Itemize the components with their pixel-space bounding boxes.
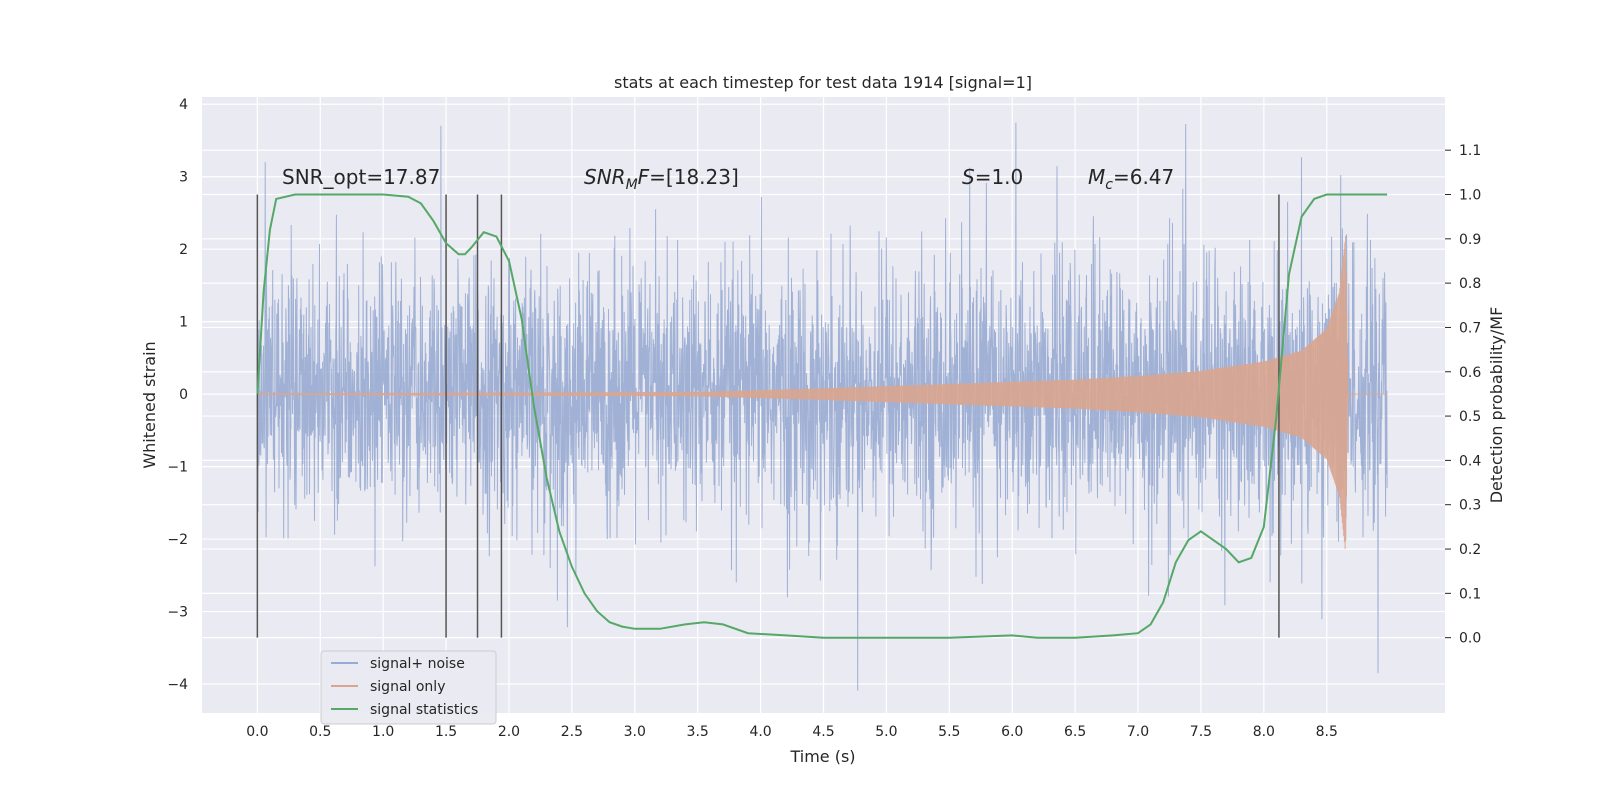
y2-tick-label: 0.1 (1459, 586, 1481, 602)
annotation-snr-mf-value: =[18.23] (649, 165, 739, 189)
y2-tick-label: 0.8 (1459, 276, 1481, 292)
x-tick-label: 5.0 (875, 724, 897, 740)
x-tick-label: 3.0 (624, 724, 646, 740)
annotation-mc-value: =6.47 (1113, 165, 1174, 189)
y-axis-label: Whitened strain (140, 341, 159, 468)
legend-box (320, 650, 497, 725)
legend: signal+ noise signal only signal statist… (320, 650, 497, 725)
annotation-snr-mf-sub: M (626, 177, 638, 193)
annotation-s: S=1.0 (962, 165, 1023, 189)
x-tick-label: 8.0 (1253, 724, 1275, 740)
x-tick-label: 7.0 (1127, 724, 1149, 740)
y-tick-label: 1 (179, 315, 188, 331)
y2-tick-label: 1.0 (1459, 187, 1481, 203)
y2-tick-label: 0.0 (1459, 631, 1481, 647)
y-tick-label: −3 (167, 605, 188, 621)
annotation-mc: Mc=6.47 (1088, 165, 1174, 193)
x-tick-label: 0.5 (309, 724, 331, 740)
y2-tick-label: 1.1 (1459, 143, 1481, 159)
y-tick-label: −2 (167, 532, 188, 548)
y-tick-label: 0 (179, 387, 188, 403)
y2-axis-label: Detection probability/MF (1487, 307, 1506, 504)
chart-title: stats at each timestep for test data 191… (614, 73, 1032, 92)
annotation-s-value: =1.0 (975, 165, 1024, 189)
series-signal-statistics (256, 193, 1388, 639)
vertical-markers (256, 194, 1280, 638)
x-tick-label: 3.5 (687, 724, 709, 740)
x-tick-label: 6.5 (1064, 724, 1086, 740)
y-tick-label: −4 (167, 677, 188, 693)
y-tick-label: 3 (179, 170, 188, 186)
y-tick-label: 4 (179, 97, 188, 113)
y2-tick-label: 0.6 (1459, 365, 1481, 381)
annotation-snr-mf-label2: F (638, 165, 650, 189)
x-tick-label: 1.5 (435, 724, 457, 740)
annotation-mc-sub: c (1105, 177, 1113, 193)
series-line-signal-statistics (256, 193, 1388, 639)
x-tick-label: 6.0 (1001, 724, 1023, 740)
x-tick-label: 5.5 (938, 724, 960, 740)
legend-label-noise: signal+ noise (370, 656, 465, 672)
x-tick-label: 4.0 (749, 724, 771, 740)
annotation-snr-opt: SNR_opt=17.87 (282, 165, 440, 189)
x-tick-label: 1.0 (372, 724, 394, 740)
y2-tick-label: 0.4 (1459, 453, 1481, 469)
x-tick-label: 4.5 (812, 724, 834, 740)
x-tick-label: 8.5 (1316, 724, 1338, 740)
y2-tick-label: 0.9 (1459, 232, 1481, 248)
y2-tick-label: 0.5 (1459, 409, 1481, 425)
y2-tick-label: 0.3 (1459, 498, 1481, 514)
x-tick-label: 2.0 (498, 724, 520, 740)
x-tick-label: 2.5 (561, 724, 583, 740)
annotation-snr-mf-label: SNR (584, 165, 626, 189)
annotation-snr-mf: SNRMF=[18.23] (584, 165, 739, 193)
x-tick-label: 7.5 (1190, 724, 1212, 740)
annotation-s-label: S (962, 165, 975, 189)
y-tick-label: 2 (179, 242, 188, 258)
y-tick-label: −1 (167, 460, 188, 476)
y2-tick-label: 0.2 (1459, 542, 1481, 558)
x-tick-label: 0.0 (246, 724, 268, 740)
y2-tick-label: 0.7 (1459, 320, 1481, 336)
x-axis-label: Time (s) (789, 747, 855, 766)
legend-label-signal: signal only (370, 679, 445, 695)
annotation-mc-label: M (1088, 165, 1105, 189)
legend-label-stats: signal statistics (370, 702, 478, 718)
tick-labels: 0.0 0.5 1.0 1.5 2.0 2.5 3.0 3.5 4.0 4.5 5.0 5.5 6.0 6… (167, 97, 1481, 740)
